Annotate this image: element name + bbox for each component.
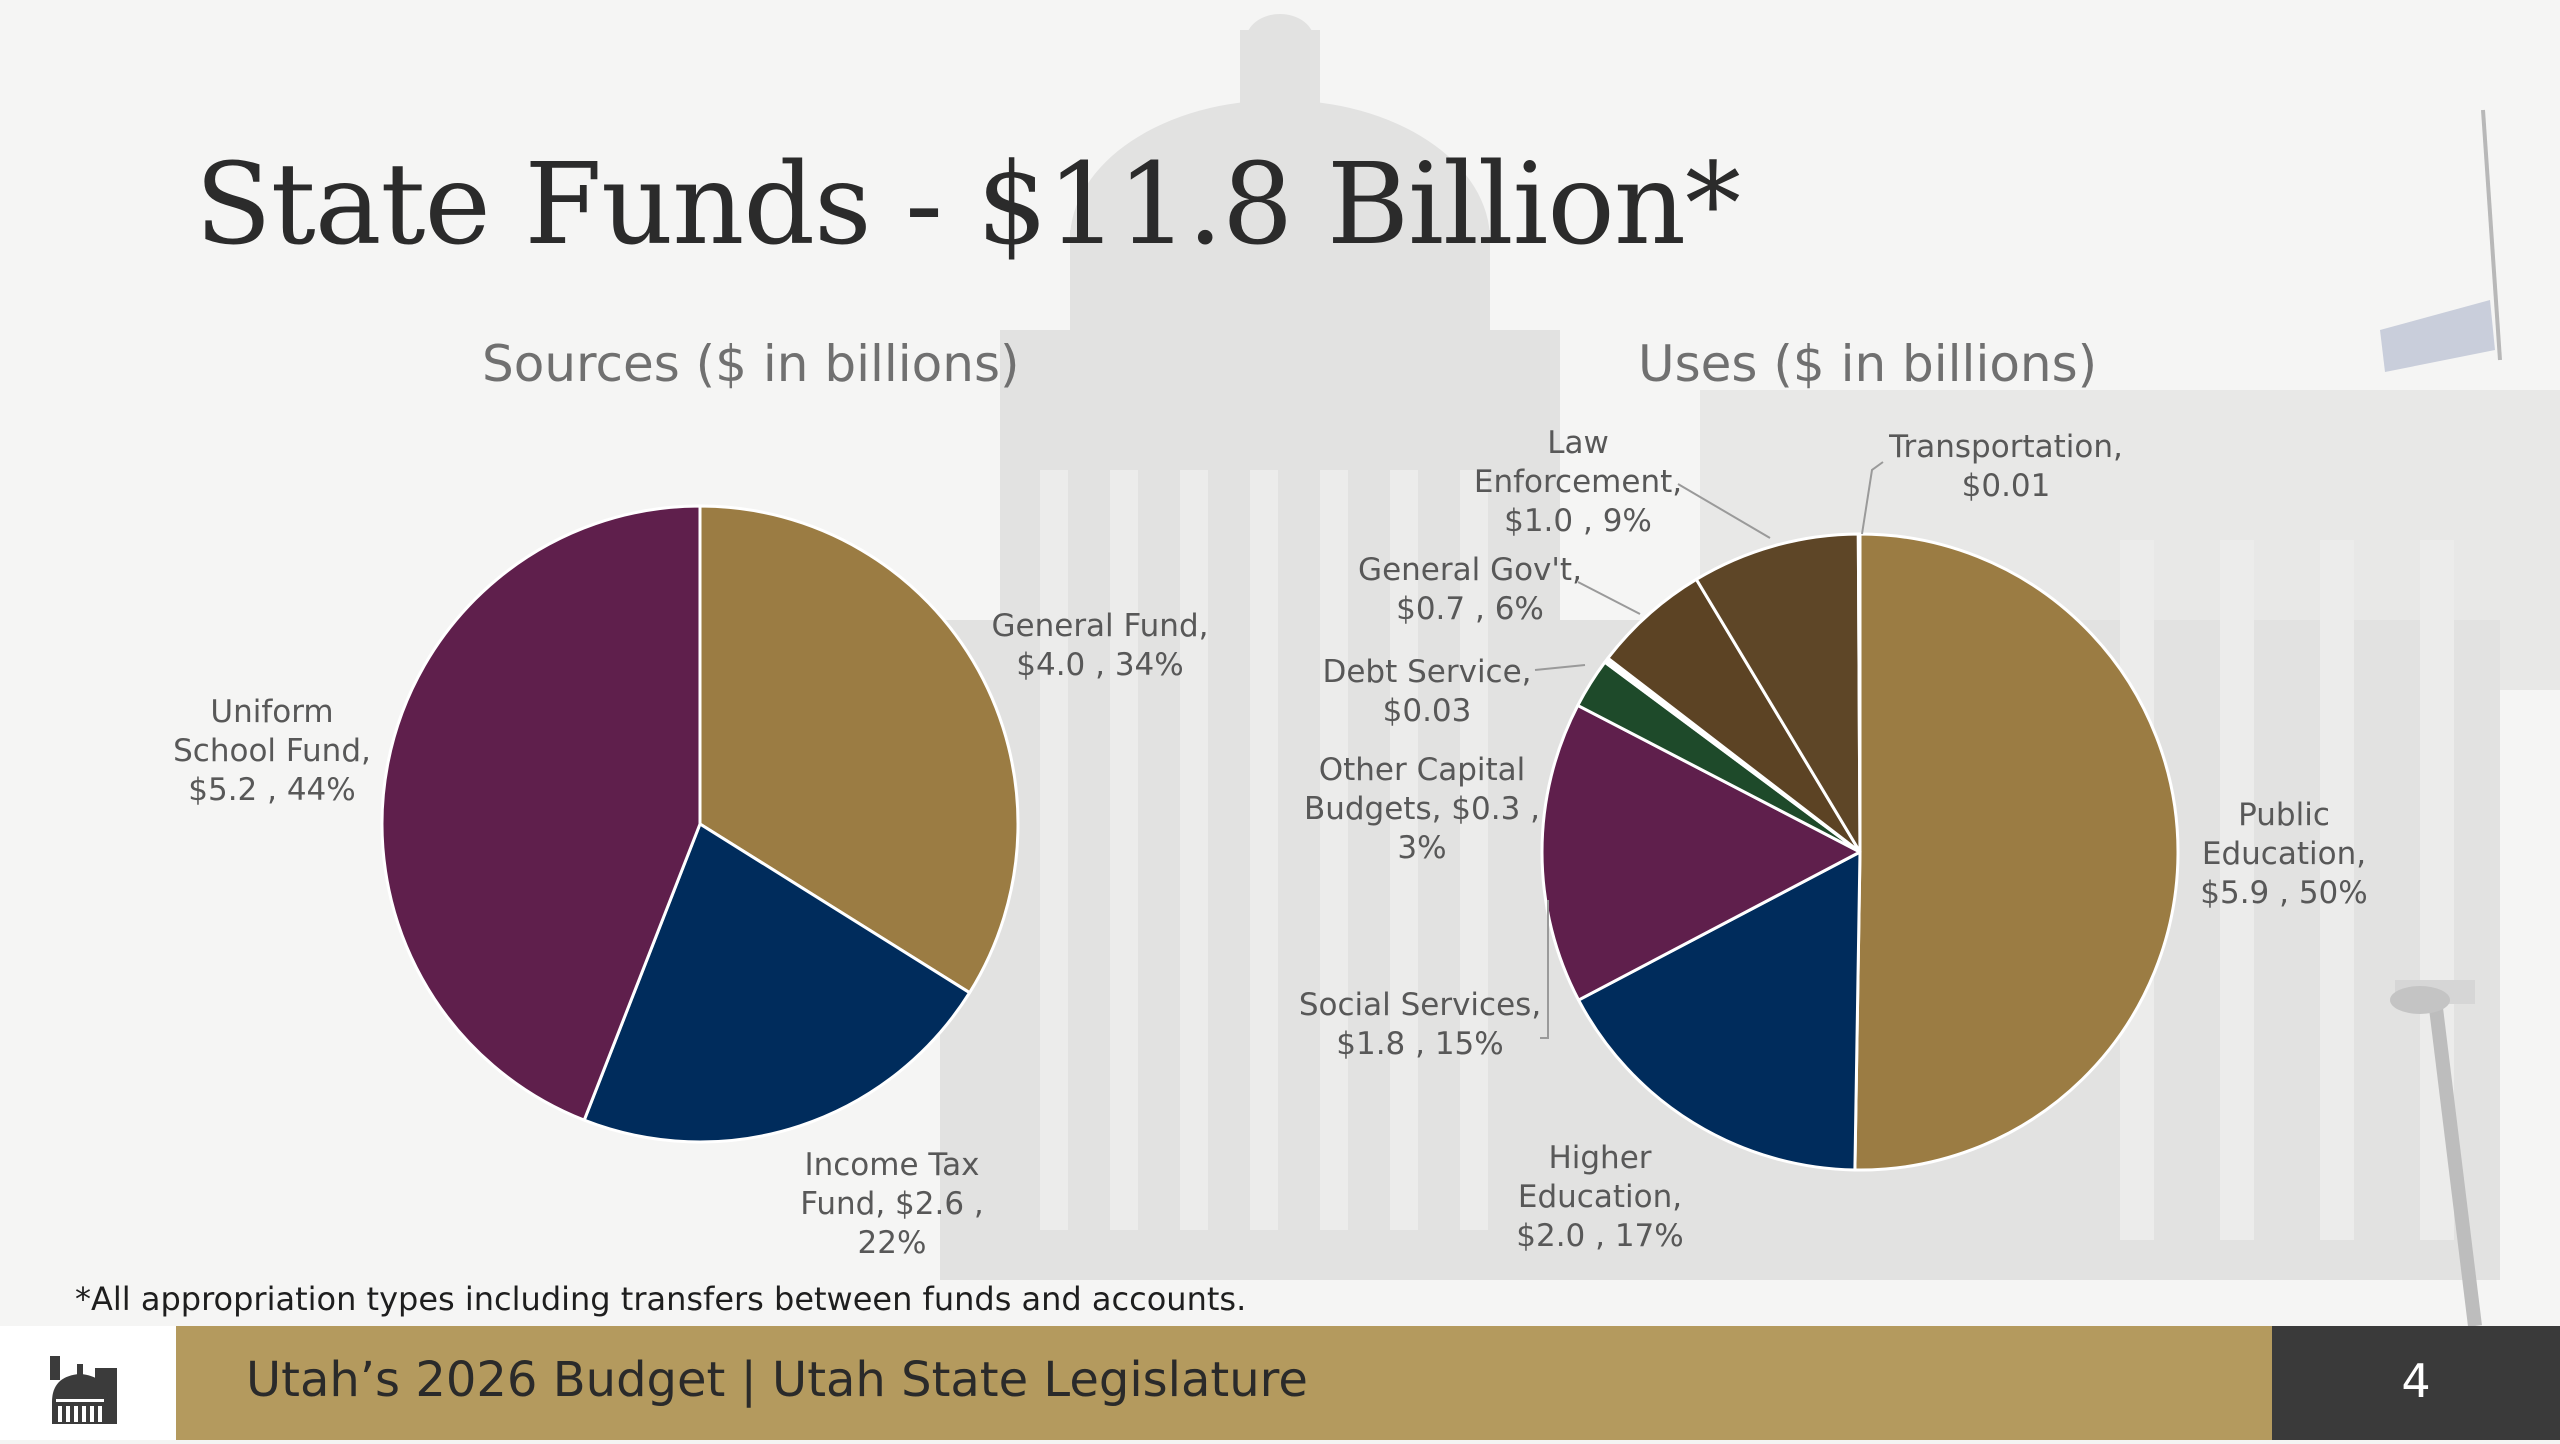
capitol-dome-icon <box>50 1356 117 1424</box>
uses-chart-title: Uses ($ in billions) <box>1638 335 2098 393</box>
pie-slice-general-fund <box>698 504 1020 995</box>
slice-label-public-education: Public Education, $5.9 , 50% <box>2200 797 2368 911</box>
slice-label-other-capital-budgets: Other Capital Budgets, $0.3 , 3% <box>1304 752 1540 866</box>
slice-label-uniform-school-fund: Uniform School Fund, $5.2 , 44% <box>173 694 371 808</box>
slice-label-higher-education: Higher Education, $2.0 , 17% <box>1516 1140 1684 1254</box>
slice-label-debt-service: Debt Service, $0.03 <box>1322 654 1531 729</box>
slide-title: State Funds - $11.8 Billion* <box>195 140 1741 270</box>
leader-lines <box>1534 461 1884 1039</box>
slice-label-general-fund: General Fund, $4.0 , 34% <box>992 608 1209 683</box>
sources-chart-title: Sources ($ in billions) <box>482 335 1020 393</box>
slice-label-social-services: Social Services, $1.8 , 15% <box>1299 987 1541 1062</box>
page-number: 4 <box>2401 1354 2431 1408</box>
uses-pie-chart <box>1540 532 2180 1172</box>
pie-slice-social-services <box>1540 703 1862 1002</box>
pie-slice-public-education <box>1853 532 2180 1172</box>
pie-slice-uniform-school-fund <box>380 504 702 1122</box>
pie-slice-transportation <box>1856 532 1862 854</box>
footer-band: Utah’s 2026 Budget | Utah State Legislat… <box>176 1326 2272 1440</box>
slice-label-law-enforcement: Law Enforcement, $1.0 , 9% <box>1474 425 1682 539</box>
pie-slice-higher-education <box>1577 850 1862 1172</box>
sources-pie-chart <box>380 504 1020 1144</box>
pie-charts: General Fund, $4.0 , 34% Income Tax Fund, $… <box>173 425 2368 1261</box>
slice-label-income-tax-fund: Income Tax Fund, $2.6 , 22% <box>800 1147 984 1261</box>
pie-slice-general-gov-t <box>1606 577 1862 854</box>
capitol-building-background <box>940 14 2560 1326</box>
slice-label-transportation: Transportation, $0.01 <box>1888 429 2123 504</box>
slice-label-general-gov-t: General Gov't, $0.7 , 6% <box>1358 552 1582 627</box>
pie-slice-income-tax-fund <box>582 822 972 1144</box>
page-number-box: 4 <box>2272 1326 2560 1440</box>
footer-text: Utah’s 2026 Budget | Utah State Legislat… <box>246 1352 1308 1408</box>
footnote: *All appropriation types including trans… <box>75 1280 1247 1318</box>
footer-bar: Utah’s 2026 Budget | Utah State Legislat… <box>0 1326 2560 1440</box>
slice-labels: General Fund, $4.0 , 34% Income Tax Fund, $… <box>173 425 2368 1261</box>
footer-logo <box>0 1326 176 1440</box>
pie-slice-law-enforcement <box>1694 532 1862 854</box>
